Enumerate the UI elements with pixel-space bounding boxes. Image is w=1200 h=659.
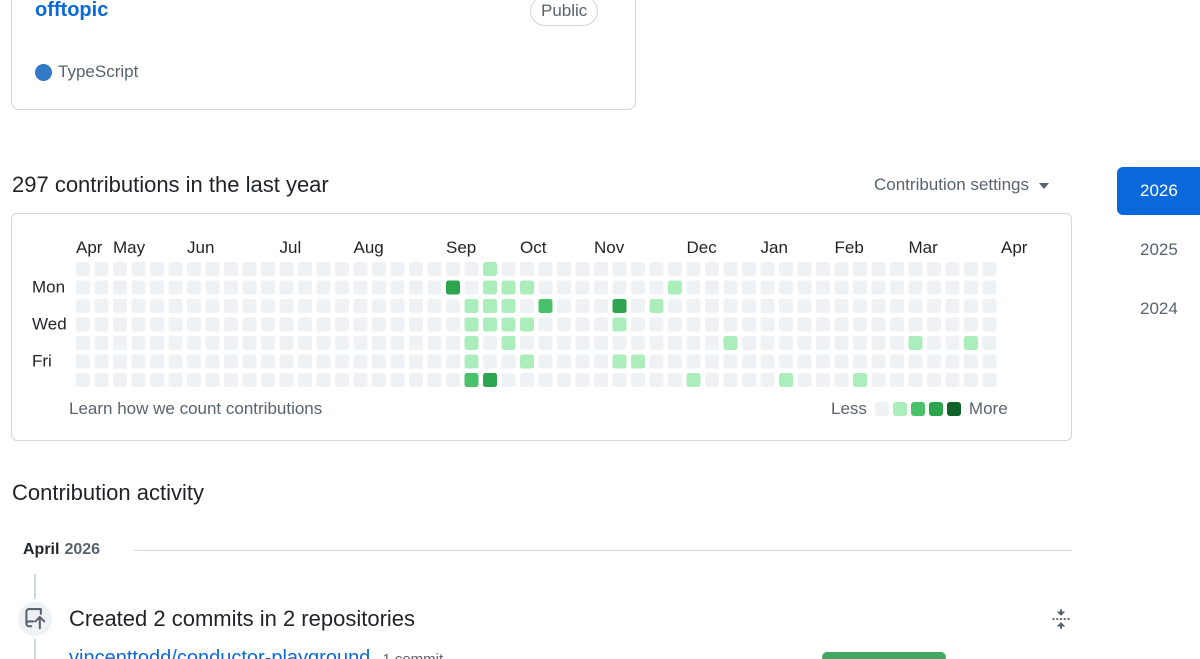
contributions-heading: 297 contributions in the last year <box>12 172 329 197</box>
activity-year: 2026 <box>64 541 101 558</box>
fold-icon[interactable] <box>1048 606 1074 632</box>
month-divider <box>134 550 1072 551</box>
activity-repo-link[interactable]: vincenttodd/conductor-playground <box>69 647 371 659</box>
language-color-dot <box>35 63 52 81</box>
pinned-repo-card <box>11 0 636 110</box>
legend-level-4 <box>946 402 961 416</box>
legend-level-3 <box>928 402 943 416</box>
commit-progress-bar <box>822 652 946 659</box>
activity-repo-row: vincenttodd/conductor-playground 1 commi… <box>69 647 443 659</box>
year-tab-2024[interactable]: 2024 <box>1140 299 1178 318</box>
activity-month-header: April 2026 <box>23 541 100 559</box>
contribution-settings-button[interactable]: Contribution settings <box>874 175 1049 195</box>
activity-event-title: Created 2 commits in 2 repositories <box>69 606 416 631</box>
legend-less-label: Less <box>831 399 867 418</box>
repo-name-link[interactable]: offtopic <box>35 0 109 21</box>
legend-more-label: More <box>968 399 1008 418</box>
repo-push-glyph <box>25 608 46 630</box>
contribution-calendar <box>11 213 1072 441</box>
year-tab-2026[interactable]: 2026 <box>1117 167 1200 215</box>
activity-repo-commit-count: 1 commit <box>382 651 443 659</box>
contribution-legend: Less More <box>831 399 1008 419</box>
year-tab-2025[interactable]: 2025 <box>1140 240 1178 259</box>
language-label: TypeScript <box>58 62 139 81</box>
activity-month: April <box>23 541 60 558</box>
learn-contributions-link[interactable]: Learn how we count contributions <box>69 399 323 418</box>
repo-push-icon <box>15 599 55 639</box>
legend-level-0 <box>874 402 889 416</box>
caret-down-icon <box>1038 183 1049 189</box>
legend-level-2 <box>910 402 925 416</box>
activity-heading: Contribution activity <box>12 480 204 505</box>
contribution-settings-label: Contribution settings <box>874 175 1029 194</box>
repo-language: TypeScript <box>35 62 138 82</box>
visibility-badge: Public <box>530 0 599 26</box>
year-selector: 2026 2025 2024 <box>1117 167 1200 344</box>
fold-glyph <box>1052 609 1070 629</box>
legend-level-1 <box>892 402 907 416</box>
